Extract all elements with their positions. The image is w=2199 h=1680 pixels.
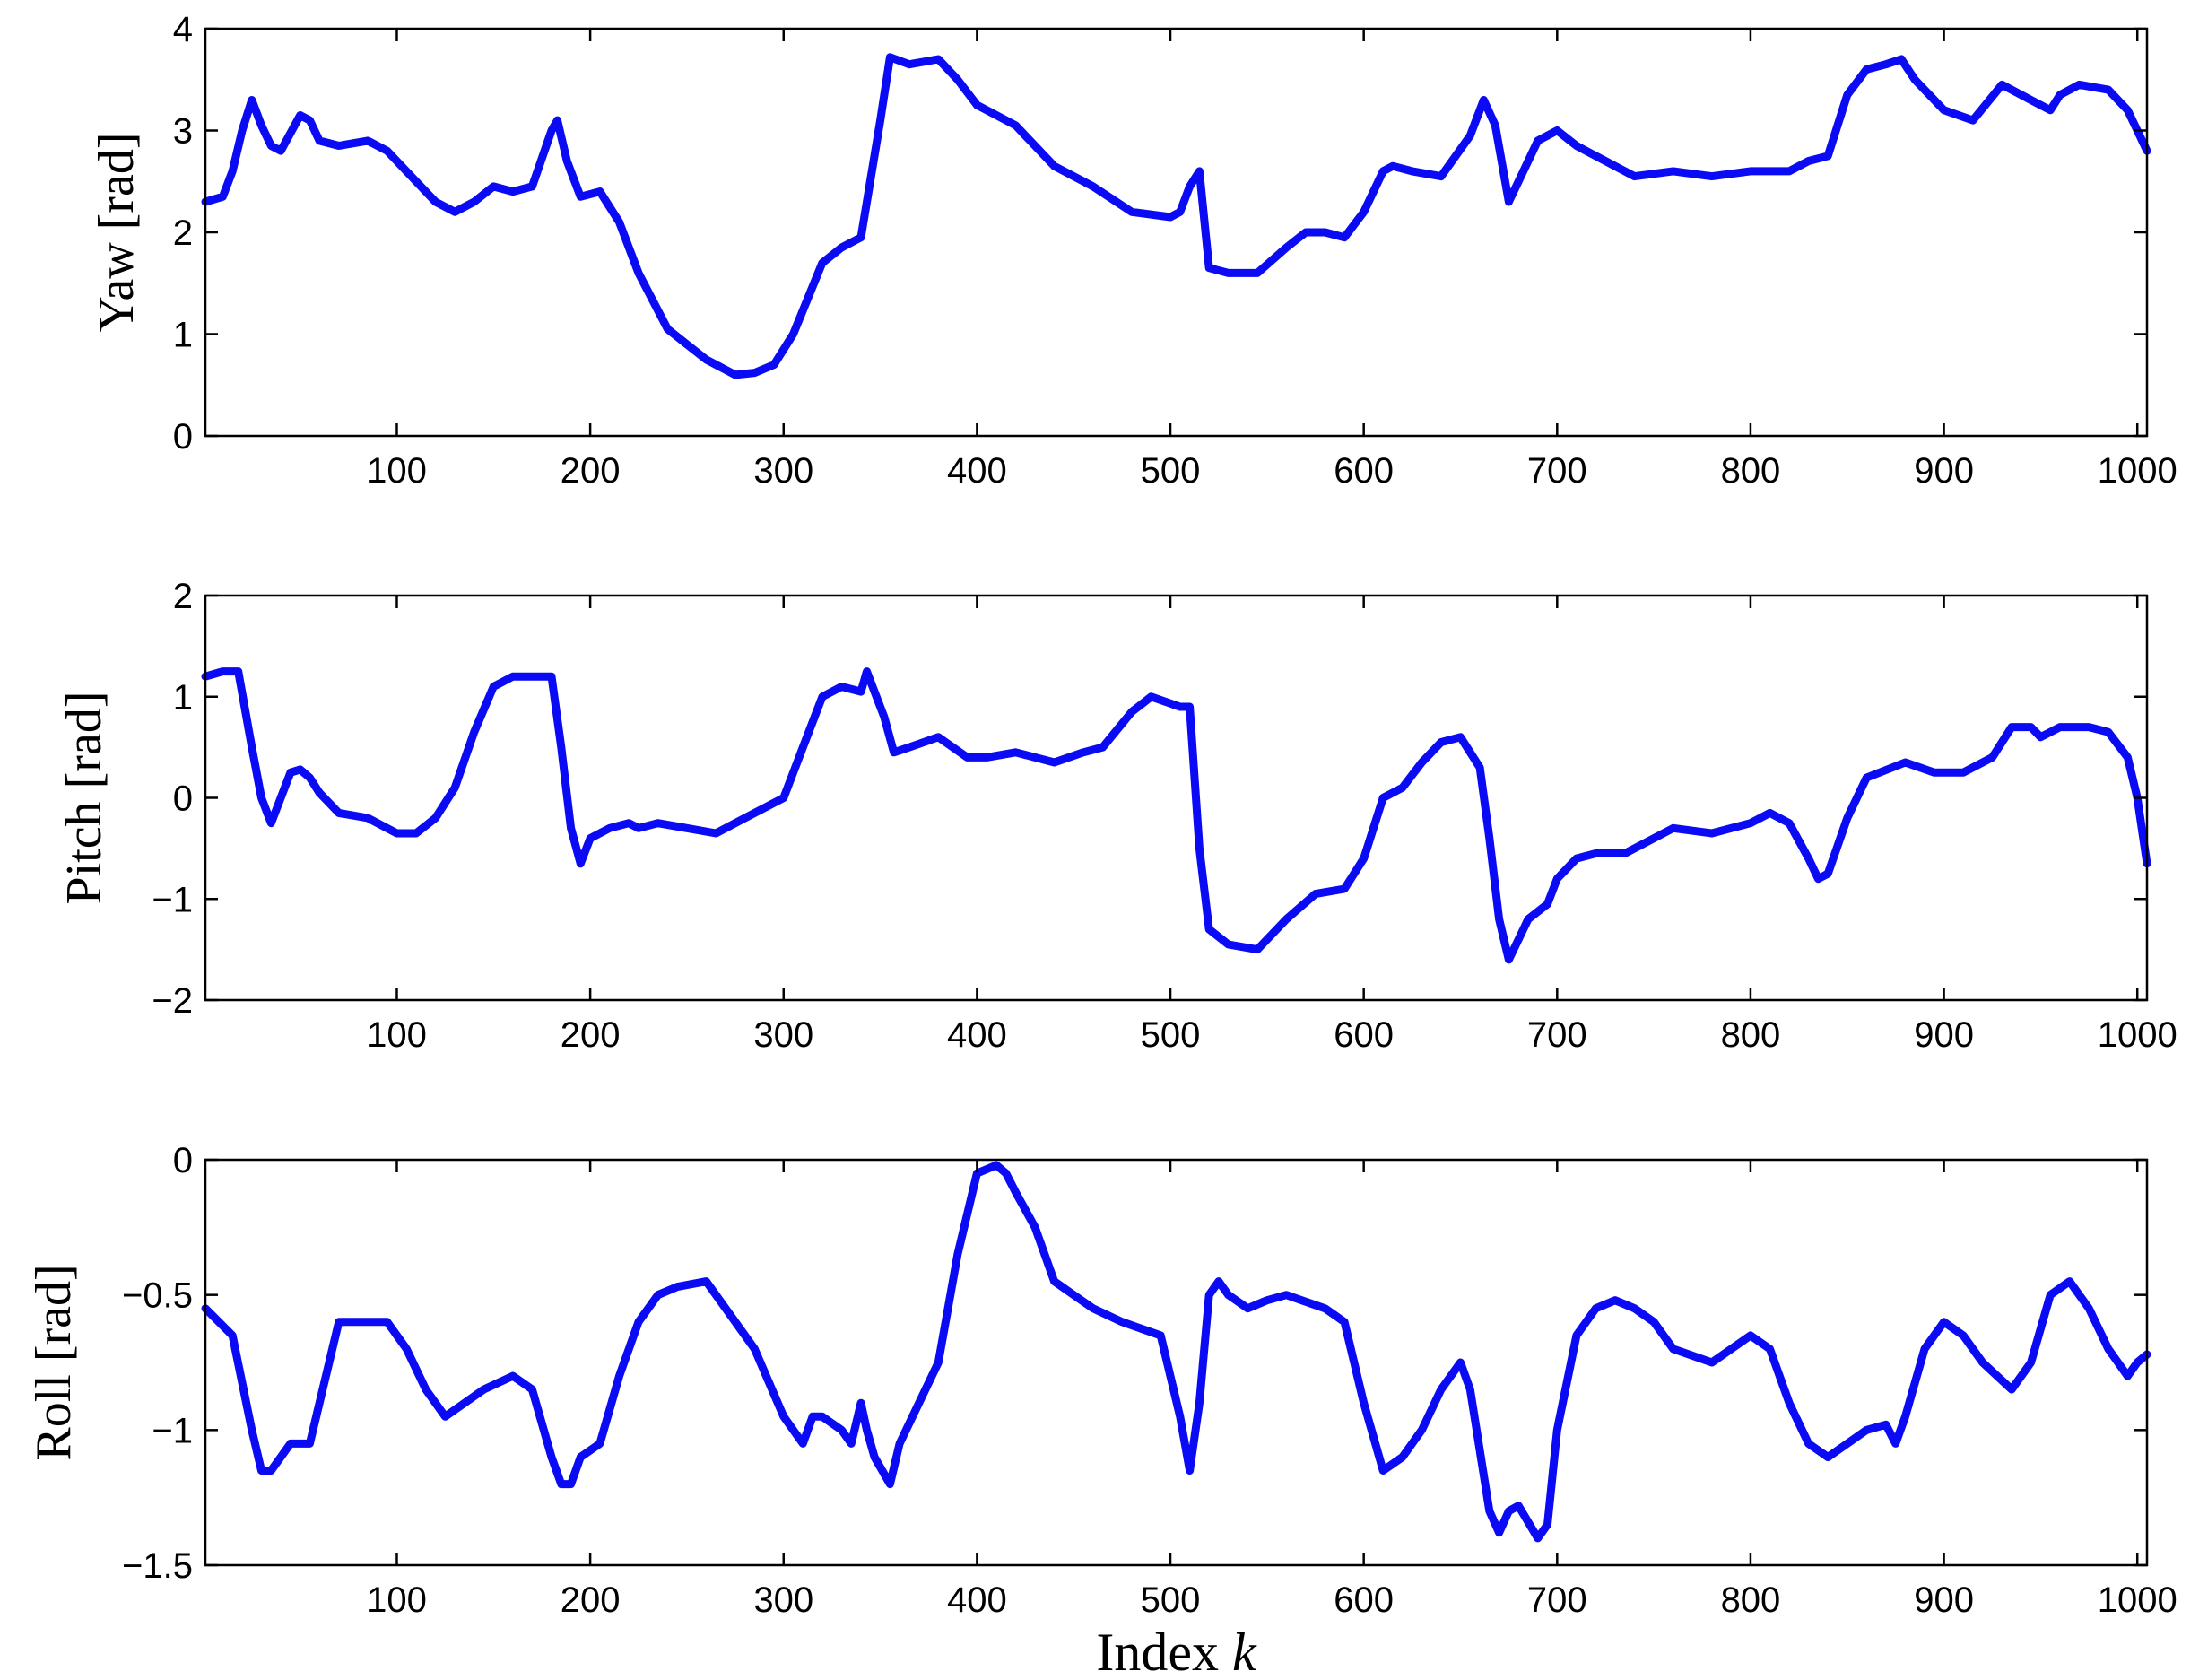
y-tick-label: −1 — [152, 1411, 193, 1450]
x-tick-label: 800 — [1721, 1580, 1781, 1620]
x-tick-label: 900 — [1914, 1015, 1974, 1055]
x-tick-label: 800 — [1721, 451, 1781, 491]
y-tick-label: 2 — [173, 213, 193, 253]
x-tick-label: 1000 — [2098, 451, 2177, 491]
x-tick-label: 300 — [753, 1580, 813, 1620]
x-tick-label: 600 — [1334, 1015, 1394, 1055]
x-tick-label: 900 — [1914, 451, 1974, 491]
x-tick-label: 100 — [367, 1580, 427, 1620]
x-tick-label: 100 — [367, 451, 427, 491]
x-tick-label: 600 — [1334, 451, 1394, 491]
x-axis-label-variable: k — [1232, 1623, 1257, 1680]
x-tick-label: 200 — [561, 451, 621, 491]
axes-frame — [204, 1158, 2149, 1567]
chart-panel-1: 100 200 300 400 500 600 700 800 900 1000 0 1 2 3 4 Yaw … — [89, 10, 2177, 491]
y-tick-label: 3 — [173, 112, 193, 152]
series-line-1 — [201, 53, 2151, 379]
series-line-1 — [201, 1161, 2151, 1543]
y-tick-label: −1.5 — [122, 1546, 193, 1586]
x-tick-label: 1000 — [2098, 1015, 2177, 1055]
x-tick-label: 200 — [561, 1580, 621, 1620]
y-tick-label: −1 — [152, 880, 193, 919]
y-tick-label: −2 — [152, 981, 193, 1021]
y-tick-label: 1 — [173, 678, 193, 718]
y-axis-label: Yaw [rad] — [89, 133, 144, 333]
series-line-1 — [201, 667, 2151, 964]
y-axis-label: Roll [rad] — [26, 1264, 82, 1460]
x-tick-label: 500 — [1141, 451, 1201, 491]
x-tick-label: 1000 — [2098, 1580, 2177, 1620]
x-tick-label: 800 — [1721, 1015, 1781, 1055]
y-tick-label: 0 — [173, 1141, 193, 1180]
x-tick-label: 200 — [561, 1015, 621, 1055]
y-tick-label: −0.5 — [122, 1276, 193, 1316]
y-tick-label: 0 — [173, 417, 193, 457]
y-tick-label: 4 — [173, 10, 193, 49]
chart-panel-3: 100 200 300 400 500 600 700 800 900 1000 −1.5 −1 −0.… — [26, 1141, 2177, 1680]
y-axis-label: Pitch [rad] — [56, 692, 112, 905]
x-axis-label-word: Index — [1096, 1623, 1232, 1680]
x-tick-label: 100 — [367, 1015, 427, 1055]
y-tick-label: 2 — [173, 577, 193, 616]
x-tick-label: 300 — [753, 451, 813, 491]
x-tick-label: 900 — [1914, 1580, 1974, 1620]
y-tick-label: 1 — [173, 316, 193, 355]
x-tick-label: 400 — [947, 451, 1007, 491]
x-axis-label: Index k — [1096, 1623, 1257, 1680]
x-tick-label: 400 — [947, 1580, 1007, 1620]
x-tick-label: 600 — [1334, 1580, 1394, 1620]
x-tick-label: 700 — [1527, 1015, 1587, 1055]
x-tick-label: 300 — [753, 1015, 813, 1055]
y-tick-label: 0 — [173, 779, 193, 819]
chart-panel-2: 100 200 300 400 500 600 700 800 900 1000 −2 −1 0 1 2 Pi… — [56, 577, 2177, 1055]
x-tick-label: 500 — [1141, 1580, 1201, 1620]
x-tick-label: 700 — [1527, 451, 1587, 491]
x-tick-label: 500 — [1141, 1015, 1201, 1055]
x-tick-label: 400 — [947, 1015, 1007, 1055]
x-tick-label: 700 — [1527, 1580, 1587, 1620]
